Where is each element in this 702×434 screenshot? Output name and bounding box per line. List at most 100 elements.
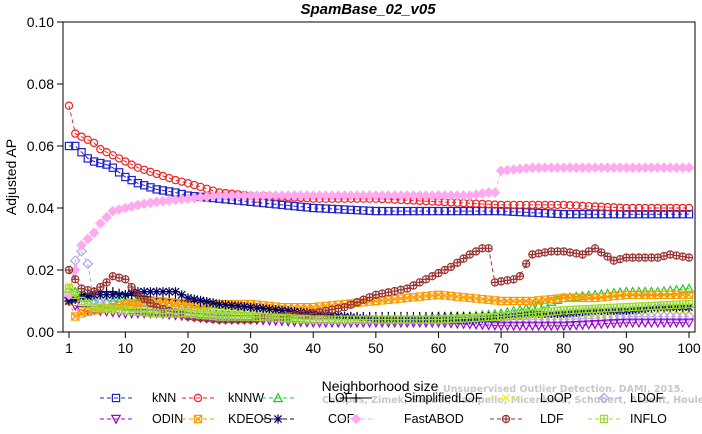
data-point-knnw — [672, 203, 681, 213]
legend-entry-knn: kNN — [100, 391, 176, 405]
data-point-ldof — [82, 258, 94, 270]
data-point-knnw — [177, 177, 186, 186]
chart-title: SpamBase_02_v05 — [300, 1, 436, 18]
plot-area — [62, 21, 696, 333]
legend-marker — [351, 393, 361, 403]
data-point-knn — [428, 206, 437, 216]
y-tick-label: 0.06 — [27, 138, 54, 154]
legend-entry-ldf: LDF — [490, 412, 564, 426]
data-point-knnw — [647, 203, 656, 213]
data-point-knnw — [666, 203, 675, 213]
data-point-knn — [146, 183, 155, 192]
data-point-odin — [564, 321, 576, 331]
data-point-ldf — [127, 282, 136, 292]
legend-marker — [272, 392, 284, 403]
data-point-knn — [659, 210, 669, 219]
data-point-odin — [577, 320, 588, 331]
data-point-knn — [459, 206, 468, 216]
x-tick-label: 60 — [431, 340, 447, 356]
legend-label: SimplifiedLOF — [404, 391, 483, 405]
legend-marker — [599, 414, 609, 424]
series-fastabod — [63, 162, 695, 301]
data-point-cof — [246, 302, 256, 312]
y-tick-label: 0.04 — [27, 200, 54, 216]
series-knn — [64, 141, 694, 219]
legend-marker — [110, 414, 122, 425]
data-point-knn — [165, 187, 174, 196]
data-point-ldf — [603, 252, 612, 261]
data-point-knn — [678, 210, 687, 219]
data-point-ldf — [133, 290, 143, 299]
data-point-knn — [327, 204, 337, 214]
data-point-knn — [390, 206, 399, 216]
x-tick-label: 70 — [493, 340, 509, 356]
data-point-knn — [572, 210, 581, 219]
legend-marker — [111, 393, 121, 403]
data-point-knnw — [603, 202, 612, 212]
data-point-lof — [677, 283, 688, 294]
legend: kNN kNNW LOF SimplifiedLOF LoOP LDOF ODIN KDEOS… — [100, 391, 667, 426]
data-point-knn — [653, 210, 662, 219]
data-point-odin — [533, 321, 544, 332]
data-point-inflo — [121, 306, 130, 315]
x-axis-label: Neighborhood size — [322, 378, 439, 394]
data-point-knn — [547, 209, 556, 218]
data-point-knn — [371, 206, 381, 216]
data-point-knnw — [659, 203, 669, 213]
y-tick-label: 0.00 — [27, 324, 54, 340]
data-point-inflo — [521, 309, 531, 319]
data-point-knn — [359, 206, 368, 215]
data-point-inflo — [684, 299, 694, 309]
data-point-knn — [634, 210, 644, 219]
data-point-knnw — [559, 200, 568, 210]
data-point-odin — [552, 321, 563, 332]
x-tick-label: 100 — [677, 340, 701, 356]
data-point-knn — [384, 206, 393, 216]
data-point-ldf — [465, 250, 475, 259]
x-tick-label: 40 — [305, 340, 321, 356]
data-point-knnw — [634, 203, 644, 213]
data-point-cof — [202, 297, 212, 307]
data-point-knn — [490, 206, 500, 216]
data-point-odin — [527, 321, 538, 332]
x-tick-label: 80 — [556, 340, 572, 356]
data-point-knn — [77, 148, 86, 157]
data-point-knn — [503, 207, 512, 216]
data-point-knn — [402, 206, 412, 216]
data-point-ldf — [146, 298, 155, 308]
y-tick-label: 0.02 — [27, 262, 54, 278]
axes-layer: 1 10 20 30 40 50 60 70 80 90 100 0.00 0.02 0.04 0.06 0.… — [27, 14, 701, 356]
data-point-odin — [608, 319, 620, 329]
data-point-knnw — [578, 201, 587, 211]
legend-entry-knnw: kNNW — [182, 391, 264, 405]
data-point-knnw — [171, 175, 180, 185]
data-point-cof — [208, 298, 218, 308]
data-point-knnw — [534, 200, 543, 210]
data-point-odin — [633, 318, 645, 329]
data-point-knn — [114, 168, 124, 177]
data-point-knnw — [590, 202, 600, 211]
data-point-odin — [652, 318, 663, 329]
data-point-odin — [677, 318, 688, 329]
data-point-ldf — [515, 272, 525, 281]
data-point-knn — [290, 201, 299, 211]
data-point-knn — [340, 205, 349, 214]
data-point-knn — [440, 206, 449, 216]
data-point-knnw — [490, 200, 500, 209]
data-point-ldf — [71, 275, 80, 284]
data-point-ldf — [521, 259, 531, 268]
legend-label: KDEOS — [228, 412, 272, 426]
data-point-knn — [309, 203, 318, 213]
series-line-knnw — [68, 105, 689, 209]
data-point-odin — [583, 320, 595, 331]
legend-marker — [501, 393, 511, 403]
data-point-odin — [589, 320, 601, 330]
data-point-inflo — [64, 284, 74, 293]
legend-label: INFLO — [630, 412, 667, 426]
data-point-odin — [602, 319, 613, 330]
watermark-line-1: Unsupervised Outlier Detection. DAMI, 20… — [443, 384, 684, 395]
x-tick-label: 10 — [118, 340, 134, 356]
data-point-cof — [183, 293, 193, 303]
data-point-ldf — [528, 250, 537, 259]
